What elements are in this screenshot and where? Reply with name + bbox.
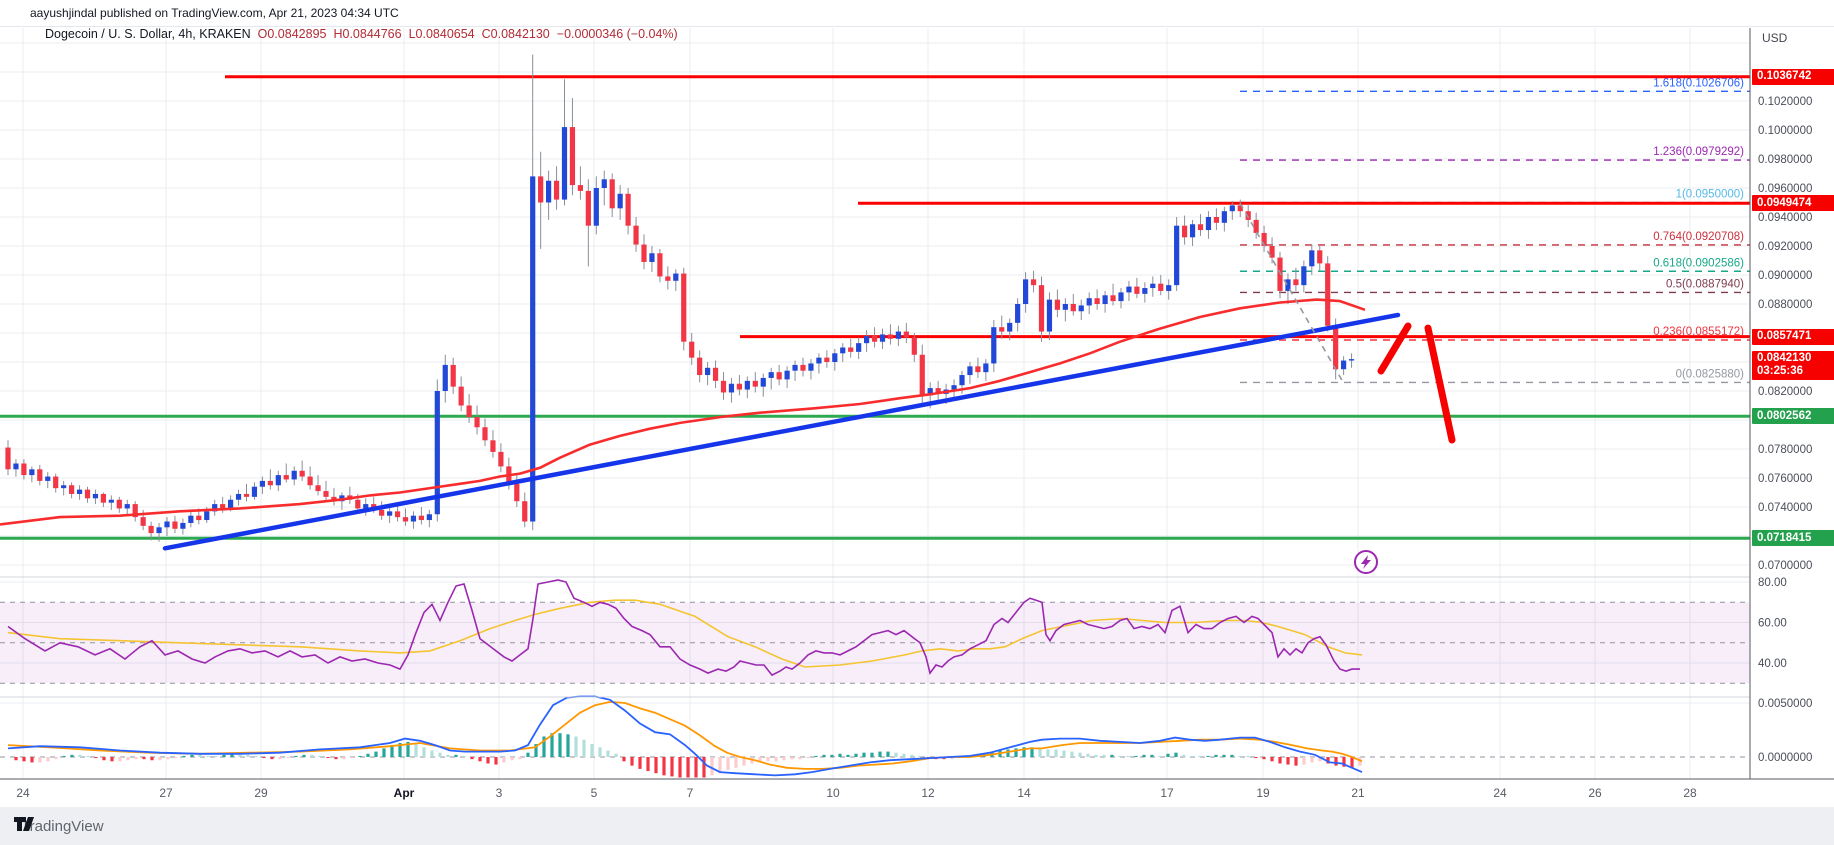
rsi-tick-label: 60.00 — [1758, 618, 1787, 630]
price-tick-label: 0.0700000 — [1758, 560, 1812, 572]
price-tick-label: 0.0980000 — [1758, 154, 1812, 166]
tradingview-mark-icon — [14, 817, 34, 831]
price-tick-label: 0.0880000 — [1758, 299, 1812, 311]
time-tick-label: 24 — [16, 786, 30, 800]
currency-label: USD — [1762, 31, 1788, 45]
footer-strip — [0, 807, 1834, 845]
price-tick-label: 0.1020000 — [1758, 96, 1812, 108]
price-axis[interactable]: 0.1020000 0.1000000 0.0980000 0.0960000 0.09… — [1758, 96, 1812, 764]
ma-line-red — [0, 298, 1366, 526]
chart-legend[interactable]: Dogecoin / U. S. Dollar, 4h, KRAKEN O0.08… — [45, 27, 685, 43]
candlestick-series — [5, 54, 1355, 542]
time-tick-label: 24 — [1493, 786, 1507, 800]
grid-lines — [0, 28, 1750, 779]
time-tick-label: 29 — [254, 786, 268, 800]
ohlc-close: C0.0842130 — [481, 27, 550, 41]
price-tick-label: 0.0820000 — [1758, 386, 1812, 398]
fib-level-label: 0.5(0.0887940) — [1666, 278, 1744, 290]
time-tick-label: 10 — [826, 786, 840, 800]
last-price-badge: 0.0842130 03:25:36 — [1752, 350, 1834, 380]
time-tick-label: 3 — [496, 786, 503, 800]
rsi-indicator — [7, 579, 1363, 677]
fib-level-label: 0.236(0.0855172) — [1653, 326, 1744, 338]
trendline-blue — [162, 312, 1401, 551]
fib-level-label: 1(0.0950000) — [1676, 189, 1745, 201]
time-tick-label: 26 — [1588, 786, 1602, 800]
time-tick-label: 7 — [687, 786, 694, 800]
price-level-badge: 0.0857471 — [1752, 328, 1834, 345]
time-tick-label: Apr — [394, 786, 415, 800]
price-level-badge: 0.0949474 — [1752, 195, 1834, 212]
time-tick-label: 28 — [1683, 786, 1697, 800]
panel-separators — [0, 28, 1834, 780]
price-tick-label: 0.0940000 — [1758, 212, 1812, 224]
time-tick-label: 12 — [921, 786, 935, 800]
publisher-text: aayushjindal published on TradingView.co… — [30, 6, 399, 20]
time-tick-label: 21 — [1351, 786, 1365, 800]
price-tick-label: 0.1000000 — [1758, 125, 1812, 137]
change-text: −0.0000346 (−0.04%) — [556, 27, 678, 41]
tradingview-logo-text: TradingView — [21, 817, 104, 835]
macd-indicator — [7, 695, 1363, 778]
fib-level-label: 0.764(0.0920708) — [1653, 231, 1744, 243]
price-tick-label: 0.0960000 — [1758, 183, 1812, 195]
rsi-band — [0, 601, 1750, 758]
macd-tick-label: 0.0000000 — [1758, 752, 1812, 764]
time-axis[interactable]: 24 27 29 Apr 3 5 7 10 12 14 17 19 21 24 26 28 — [16, 786, 1697, 800]
publisher-bar: aayushjindal published on TradingView.co… — [0, 0, 1834, 27]
price-level-badge: 0.0718415 — [1752, 530, 1834, 547]
fib-level-label: 0(0.0825880) — [1676, 368, 1745, 380]
time-tick-label: 27 — [159, 786, 173, 800]
tradingview-logo[interactable]: TradingView — [14, 816, 104, 836]
price-tick-label: 0.0760000 — [1758, 473, 1812, 485]
fib-level-label: 1.618(0.1026706) — [1653, 77, 1744, 89]
rsi-tick-label: 40.00 — [1758, 658, 1787, 670]
time-tick-label: 19 — [1256, 786, 1270, 800]
ohlc-high: H0.0844766 — [333, 27, 402, 41]
price-tick-label: 0.0920000 — [1758, 241, 1812, 253]
time-tick-label: 17 — [1160, 786, 1174, 800]
fib-trend-dashed — [1239, 202, 1344, 383]
price-tick-label: 0.0900000 — [1758, 270, 1812, 282]
macd-tick-label: 0.0050000 — [1758, 698, 1812, 710]
ohlc-low: L0.0840654 — [408, 27, 475, 41]
price-tick-label: 0.0780000 — [1758, 444, 1812, 456]
projection-arrows — [1377, 322, 1456, 444]
time-tick-label: 14 — [1017, 786, 1031, 800]
symbol-title: Dogecoin / U. S. Dollar, 4h, KRAKEN — [45, 27, 251, 41]
time-tick-label: 5 — [591, 786, 598, 800]
price-level-badge: 0.1036742 — [1752, 68, 1834, 85]
rsi-tick-label: 80.00 — [1758, 577, 1787, 589]
support-resistance-lines — [0, 75, 1750, 540]
ohlc-open: O0.0842895 — [257, 27, 327, 41]
fib-level-label: 0.618(0.0902586) — [1653, 257, 1744, 269]
price-level-badge: 0.0802562 — [1752, 408, 1834, 425]
price-tick-label: 0.0740000 — [1758, 502, 1812, 514]
lightning-icon — [1354, 550, 1378, 574]
fib-level-label: 1.236(0.0979292) — [1653, 146, 1744, 158]
